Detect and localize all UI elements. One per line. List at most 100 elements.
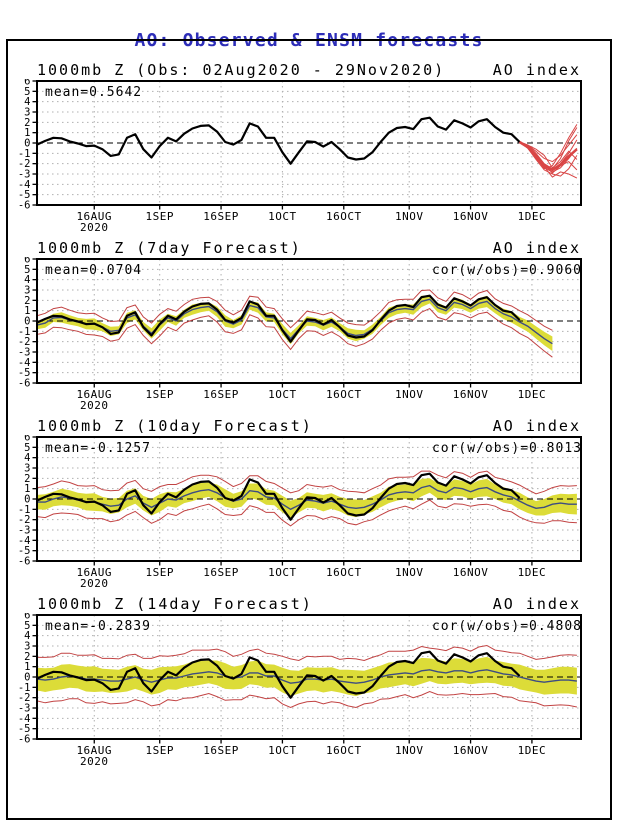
svg-text:1OCT: 1OCT xyxy=(268,744,297,757)
ao-index-label: AO index xyxy=(492,61,581,79)
svg-text:2020: 2020 xyxy=(80,755,109,768)
svg-text:5: 5 xyxy=(24,86,30,98)
svg-text:-5: -5 xyxy=(18,723,31,735)
svg-text:16OCT: 16OCT xyxy=(326,210,362,223)
svg-text:1DEC: 1DEC xyxy=(518,566,547,579)
svg-text:1SEP: 1SEP xyxy=(145,388,174,401)
svg-text:3: 3 xyxy=(24,641,30,653)
svg-text:-4: -4 xyxy=(18,535,31,547)
svg-text:0: 0 xyxy=(24,494,30,506)
ensemble-envelope-upper-line xyxy=(37,289,553,331)
ensemble-envelope-upper-line xyxy=(37,470,577,495)
svg-text:16NOV: 16NOV xyxy=(453,744,489,757)
svg-text:-6: -6 xyxy=(18,734,31,746)
svg-text:-1: -1 xyxy=(18,326,31,338)
correlation-annotation: cor(w/obs)=0.8013 xyxy=(431,441,582,456)
svg-text:3: 3 xyxy=(24,285,30,297)
observed-line xyxy=(37,116,521,165)
observed-line xyxy=(37,650,521,699)
ensemble-envelope-lower-line xyxy=(37,307,553,358)
svg-text:-2: -2 xyxy=(18,514,31,526)
gridlines xyxy=(37,259,581,383)
svg-text:16SEP: 16SEP xyxy=(203,566,239,579)
svg-text:1SEP: 1SEP xyxy=(145,210,174,223)
ao-index-label: AO index xyxy=(492,417,581,435)
svg-text:16OCT: 16OCT xyxy=(326,744,362,757)
svg-text:-5: -5 xyxy=(18,189,31,201)
svg-text:16NOV: 16NOV xyxy=(453,388,489,401)
panel-14day-forecast: 1000mb Z (14day Forecast) AO index mean=… xyxy=(7,595,597,768)
ensemble-envelope-upper-line xyxy=(37,644,577,662)
svg-text:1DEC: 1DEC xyxy=(518,388,547,401)
svg-text:6: 6 xyxy=(24,435,30,444)
svg-text:1: 1 xyxy=(24,661,30,673)
panel-title: 1000mb Z (14day Forecast) xyxy=(37,595,313,613)
svg-text:4: 4 xyxy=(24,630,30,642)
svg-text:16NOV: 16NOV xyxy=(453,210,489,223)
svg-text:1: 1 xyxy=(24,127,30,139)
svg-text:0: 0 xyxy=(24,672,30,684)
panel-7day-forecast: 1000mb Z (7day Forecast) AO index mean=0… xyxy=(7,239,597,412)
gridlines xyxy=(37,437,581,561)
svg-text:-1: -1 xyxy=(18,682,31,694)
svg-text:-3: -3 xyxy=(18,169,31,181)
svg-text:1DEC: 1DEC xyxy=(518,210,547,223)
svg-text:-2: -2 xyxy=(18,336,31,348)
svg-text:1OCT: 1OCT xyxy=(268,566,297,579)
svg-text:-5: -5 xyxy=(18,545,31,557)
svg-text:4: 4 xyxy=(24,274,30,286)
forecast-ensemble-mean-line xyxy=(518,140,578,172)
svg-text:-1: -1 xyxy=(18,504,31,516)
svg-text:2: 2 xyxy=(24,651,30,663)
svg-text:6: 6 xyxy=(24,613,30,622)
panel-observed: 1000mb Z (Obs: 02Aug2020 - 29Nov2020) AO… xyxy=(7,61,597,234)
panel-title: 1000mb Z (Obs: 02Aug2020 - 29Nov2020) xyxy=(37,61,446,79)
svg-text:2: 2 xyxy=(24,295,30,307)
svg-text:6: 6 xyxy=(24,79,30,88)
svg-text:-5: -5 xyxy=(18,367,31,379)
mean-annotation: mean=-0.1257 xyxy=(45,441,151,456)
svg-text:16NOV: 16NOV xyxy=(453,566,489,579)
svg-text:-6: -6 xyxy=(18,556,31,568)
svg-text:1: 1 xyxy=(24,483,30,495)
ao-index-label: AO index xyxy=(492,239,581,257)
svg-text:-3: -3 xyxy=(18,703,31,715)
svg-text:-3: -3 xyxy=(18,347,31,359)
svg-text:16AUG: 16AUG xyxy=(76,388,112,401)
svg-text:1OCT: 1OCT xyxy=(268,210,297,223)
panel-10day-forecast: 1000mb Z (10day Forecast) AO index mean=… xyxy=(7,417,597,590)
ensemble-mean-line xyxy=(37,669,577,684)
correlation-annotation: cor(w/obs)=0.9060 xyxy=(431,263,582,278)
svg-text:16SEP: 16SEP xyxy=(203,388,239,401)
svg-text:5: 5 xyxy=(24,264,30,276)
svg-text:-2: -2 xyxy=(18,692,31,704)
ensemble-spread-band xyxy=(37,295,553,351)
svg-text:-3: -3 xyxy=(18,525,31,537)
svg-text:16AUG: 16AUG xyxy=(76,744,112,757)
svg-text:-6: -6 xyxy=(18,200,31,212)
svg-text:-4: -4 xyxy=(18,713,31,725)
svg-text:-1: -1 xyxy=(18,148,31,160)
svg-text:1OCT: 1OCT xyxy=(268,388,297,401)
svg-text:1SEP: 1SEP xyxy=(145,744,174,757)
svg-text:16OCT: 16OCT xyxy=(326,388,362,401)
svg-text:16SEP: 16SEP xyxy=(203,744,239,757)
mean-annotation: mean=-0.2839 xyxy=(45,619,151,634)
ensemble-mean-line xyxy=(37,484,577,511)
svg-text:4: 4 xyxy=(24,452,30,464)
svg-text:4: 4 xyxy=(24,96,30,108)
ensemble-envelope-lower-line xyxy=(37,690,577,709)
svg-text:3: 3 xyxy=(24,107,30,119)
svg-text:16AUG: 16AUG xyxy=(76,210,112,223)
svg-text:2020: 2020 xyxy=(80,399,109,412)
svg-text:0: 0 xyxy=(24,138,30,150)
svg-text:1DEC: 1DEC xyxy=(518,744,547,757)
svg-text:1SEP: 1SEP xyxy=(145,566,174,579)
observed-line xyxy=(37,294,521,343)
